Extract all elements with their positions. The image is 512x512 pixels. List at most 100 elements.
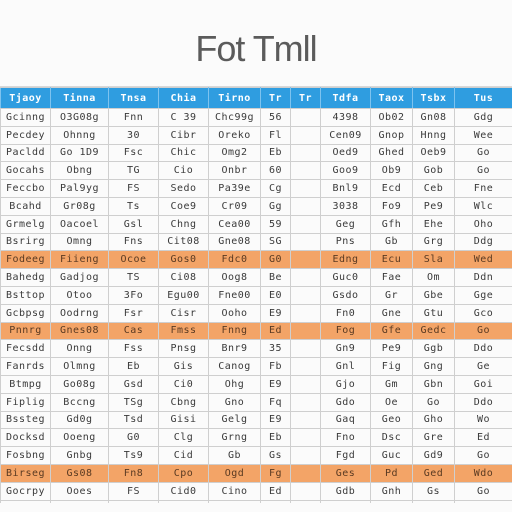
column-header[interactable]: Chia	[158, 87, 209, 109]
table-row[interactable]: Fodeeg Fiieng Ocoe Gos0 Fdc0 G0 Edng Ecu Sla Wed	[0, 250, 512, 270]
table-cell[interactable]	[290, 214, 321, 234]
table-cell[interactable]: Gne	[370, 303, 413, 323]
table-cell[interactable]: Gsdo	[320, 285, 371, 305]
table-row[interactable]: Bssteg Gd0g Tsd Gisi Gelg E9 Gaq Geo Gho Wo	[0, 410, 512, 430]
table-cell[interactable]: Feccbo	[0, 179, 51, 198]
table-cell[interactable]: Go	[412, 392, 455, 412]
table-cell[interactable]: Gsl	[108, 214, 159, 234]
table-cell[interactable]: Go08g	[50, 374, 109, 394]
table-cell[interactable]	[290, 285, 321, 305]
table-cell[interactable]: Gjo	[320, 374, 371, 394]
table-cell[interactable]: Ooeng	[50, 428, 109, 448]
table-cell[interactable]: Fq	[260, 392, 291, 412]
table-cell[interactable]: Ooes	[50, 481, 109, 501]
table-cell[interactable]: Clg	[158, 428, 209, 448]
column-header[interactable]: Tirno	[208, 87, 261, 109]
table-cell[interactable]: E0	[260, 285, 291, 305]
table-cell[interactable]: Docksd	[0, 428, 51, 448]
table-cell[interactable]: Cino	[208, 481, 261, 501]
table-cell[interactable]: Gaq	[320, 410, 371, 430]
table-cell[interactable]: Birseg	[0, 463, 51, 483]
table-cell[interactable]: Gdo	[320, 392, 371, 412]
table-cell[interactable]: Gho	[412, 410, 455, 430]
table-cell[interactable]: Pacldd	[0, 143, 51, 163]
table-cell[interactable]: Gtu	[412, 303, 455, 323]
table-cell[interactable]: Fiieng	[50, 250, 109, 270]
table-cell[interactable]: Gis	[158, 357, 209, 376]
table-row[interactable]: Docksd Ooeng G0 Clg Grng Eb Fno Dsc Gre Ed	[0, 428, 512, 448]
table-row[interactable]: Gcinng O3G08g Fnn C 39 Chc99g 56 4398 Ob02 Gn08 G…	[0, 108, 512, 127]
table-cell[interactable]: Oacoel	[50, 214, 109, 234]
table-row[interactable]: Gocahs Obng TG Cio Onbr 60 Goo9 Ob9 Gob Go	[0, 161, 512, 181]
table-cell[interactable]: Ecd	[370, 179, 413, 198]
table-row[interactable]: Btmpg Go08g Gsd Ci0 Ohg E9 Gjo Gm Gbn Goi	[0, 374, 512, 394]
table-cell[interactable]: Oreko	[208, 125, 261, 145]
column-header[interactable]: Tjaoy	[0, 87, 51, 109]
table-cell[interactable]: Pecdey	[0, 125, 51, 145]
table-cell[interactable]: Btmpg	[0, 374, 51, 394]
table-cell[interactable]	[290, 303, 321, 323]
table-cell[interactable]: Fl	[260, 125, 291, 145]
table-cell[interactable]: Gfe	[370, 321, 413, 341]
table-cell[interactable]: Ggb	[412, 339, 455, 359]
table-cell[interactable]: Gocrpy	[0, 481, 51, 501]
table-cell[interactable]: Ca0	[158, 499, 209, 503]
table-cell[interactable]: Pns	[320, 232, 371, 252]
table-cell[interactable]: Bssteg	[0, 410, 51, 430]
table-row[interactable]: Fanrds Olmng Eb Gis Canog Fb Gnl Fig Gng Ge	[0, 357, 512, 376]
table-cell[interactable]	[290, 428, 321, 448]
table-cell[interactable]: Bcahd	[0, 196, 51, 216]
table-cell[interactable]: Fns	[108, 232, 159, 252]
table-cell[interactable]: Bnr9	[208, 339, 261, 359]
table-cell[interactable]: Pal9yg	[50, 179, 109, 198]
table-cell[interactable]: Cit08	[158, 232, 209, 252]
table-cell[interactable]: Gd9	[412, 446, 455, 465]
table-cell[interactable]: Gr08g	[50, 196, 109, 216]
table-cell[interactable]: Om	[412, 268, 455, 287]
table-cell[interactable]: Fnng	[50, 499, 109, 503]
table-cell[interactable]: FS	[108, 179, 159, 198]
table-row[interactable]: Gcbpsg Oodrng Fsr Cisr Ooho E9 Fn0 Gne Gtu Gco	[0, 303, 512, 323]
table-cell[interactable]: Egu00	[158, 285, 209, 305]
table-cell[interactable]: Go	[454, 161, 512, 181]
table-cell[interactable]: Grmelg	[0, 214, 51, 234]
table-cell[interactable]: 59	[260, 214, 291, 234]
table-cell[interactable]: Onbr	[208, 161, 261, 181]
table-cell[interactable]: Ged	[412, 463, 455, 483]
table-cell[interactable]: 60	[260, 161, 291, 181]
table-cell[interactable]: Gcinng	[0, 108, 51, 127]
table-cell[interactable]: Gd0g	[50, 410, 109, 430]
table-cell[interactable]	[290, 463, 321, 483]
table-cell[interactable]: Fnn	[108, 108, 159, 127]
table-cell[interactable]: Gnbg	[50, 446, 109, 465]
table-cell[interactable]: Eb	[260, 428, 291, 448]
table-cell[interactable]: Eb	[260, 143, 291, 163]
table-cell[interactable]: Fgd	[320, 446, 371, 465]
table-cell[interactable]: 30	[108, 125, 159, 145]
table-cell[interactable]: Bnl9	[320, 179, 371, 198]
table-cell[interactable]: Gn08	[412, 108, 455, 127]
table-cell[interactable]	[290, 125, 321, 145]
table-cell[interactable]: Oho	[454, 214, 512, 234]
table-cell[interactable]: FS	[108, 481, 159, 501]
table-cell[interactable]: Dsc	[370, 428, 413, 448]
table-row[interactable]: FnpsrdFnngTbCa0FfgG9 FsoGneOhdEd	[0, 499, 512, 503]
table-cell[interactable]: Bccng	[50, 392, 109, 412]
table-row[interactable]: Gocrpy Ooes FS Cid0 Cino Ed Gdb Gnh Gs Go	[0, 481, 512, 501]
table-row[interactable]: Bsttop Otoo 3Fo Egu00 Fne00 E0 Gsdo Gr Gbe Gge	[0, 285, 512, 305]
table-cell[interactable]: Fne	[454, 179, 512, 198]
table-cell[interactable]	[290, 232, 321, 252]
table-cell[interactable]: Go	[454, 321, 512, 341]
table-cell[interactable]: Chic	[158, 143, 209, 163]
column-header[interactable]: Tr	[290, 87, 321, 109]
table-cell[interactable]: Cisr	[158, 303, 209, 323]
table-cell[interactable]: Ci08	[158, 268, 209, 287]
table-cell[interactable]: Ed	[454, 499, 512, 503]
table-cell[interactable]: SG	[260, 232, 291, 252]
table-cell[interactable]: Oodrng	[50, 303, 109, 323]
table-cell[interactable]: Fsc	[108, 143, 159, 163]
table-row[interactable]: Pecdey Ohnng 30 Cibr Oreko Fl Cen09 Gnop Hnng Wee	[0, 125, 512, 145]
table-cell[interactable]: Obng	[50, 161, 109, 181]
table-cell[interactable]: Gn9	[320, 339, 371, 359]
table-cell[interactable]: Fss	[108, 339, 159, 359]
